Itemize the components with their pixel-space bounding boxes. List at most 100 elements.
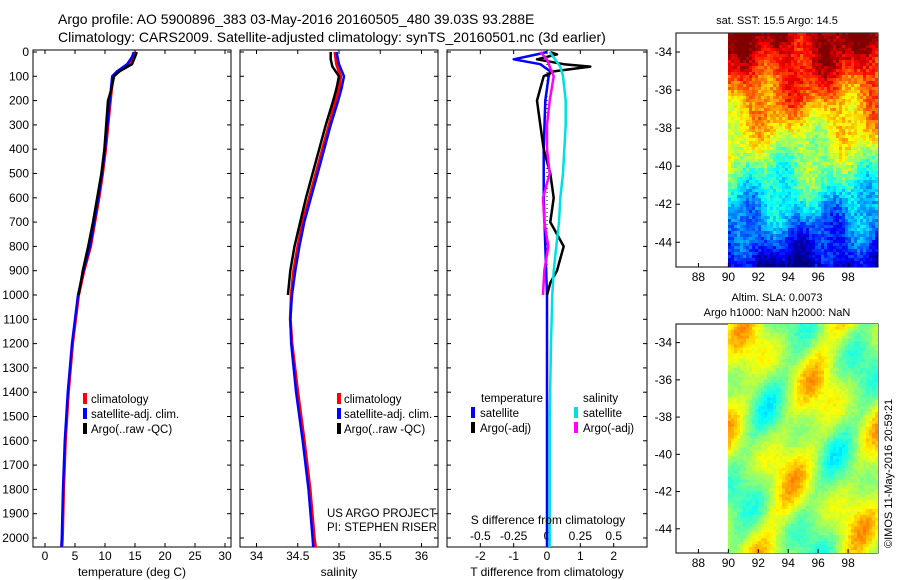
heatmap-cell: [770, 258, 774, 262]
heatmap-cell: [767, 183, 771, 187]
heatmap-cell: [830, 186, 834, 190]
heatmap-cell: [764, 356, 768, 360]
heatmap-cell: [797, 335, 801, 340]
heatmap-cell: [824, 222, 828, 226]
heatmap-cell: [782, 350, 786, 354]
heatmap-cell: [794, 99, 798, 103]
heatmap-cell: [767, 72, 771, 76]
heatmap-cell: [794, 326, 798, 331]
heatmap-cell: [779, 350, 783, 354]
heatmap-cell: [788, 338, 792, 343]
heatmap-cell: [785, 192, 789, 196]
heatmap-cell: [812, 126, 816, 130]
heatmap-cell: [848, 51, 852, 55]
heatmap-cell: [749, 51, 753, 55]
heatmap-cell: [779, 48, 783, 52]
heatmap-cell: [818, 338, 822, 343]
heatmap-cell: [782, 228, 786, 232]
heatmap-cell: [854, 365, 858, 369]
heatmap-cell: [773, 189, 777, 193]
heatmap-cell: [731, 66, 735, 70]
heatmap-cell: [845, 69, 849, 73]
heatmap-cell: [863, 258, 867, 262]
heatmap-cell: [731, 159, 735, 163]
heatmap-cell: [785, 180, 789, 184]
x-tick-label: 5: [72, 549, 79, 563]
heatmap-cell: [770, 117, 774, 121]
heatmap-cell: [782, 51, 786, 55]
heatmap-cell: [836, 171, 840, 175]
heatmap-cell: [761, 153, 765, 157]
heatmap-cell: [749, 108, 753, 112]
heatmap-cell: [794, 96, 798, 100]
heatmap-cell: [764, 183, 768, 187]
heatmap-cell: [782, 81, 786, 85]
heatmap-cell: [872, 252, 876, 256]
heatmap-cell: [827, 81, 831, 85]
heatmap-cell: [785, 165, 789, 169]
heatmap-cell: [833, 177, 837, 181]
heatmap-cell: [806, 231, 810, 235]
heatmap-cell: [875, 177, 878, 181]
heatmap-cell: [761, 344, 765, 349]
heatmap-cell: [743, 39, 747, 43]
heatmap-cell: [872, 75, 876, 79]
heatmap-cell: [779, 81, 783, 85]
heatmap-cell: [773, 264, 777, 267]
heatmap-cell: [815, 261, 819, 265]
heatmap-cell: [809, 243, 813, 247]
heatmap-cell: [803, 183, 807, 187]
heatmap-cell: [803, 264, 807, 267]
heatmap-cell: [743, 126, 747, 130]
heatmap-cell: [821, 162, 825, 166]
heatmap-cell: [803, 234, 807, 238]
heatmap-cell: [866, 102, 870, 106]
heatmap-cell: [836, 102, 840, 106]
heatmap-cell: [863, 234, 867, 238]
heatmap-cell: [758, 338, 762, 343]
heatmap-cell: [851, 135, 855, 139]
heatmap-cell: [836, 344, 840, 349]
heatmap-cell: [746, 177, 750, 181]
heatmap-cell: [866, 90, 870, 94]
heatmap-cell: [758, 78, 762, 82]
heatmap-cell: [788, 84, 792, 88]
heatmap-cell: [779, 180, 783, 184]
heatmap-cell: [746, 347, 750, 352]
heatmap-cell: [872, 329, 876, 334]
heatmap-cell: [773, 324, 777, 328]
heatmap-cell: [836, 123, 840, 127]
heatmap-cell: [872, 324, 876, 328]
heatmap-cell: [821, 33, 825, 37]
heatmap-cell: [743, 156, 747, 160]
heatmap-cell: [827, 344, 831, 349]
heatmap-cell: [767, 90, 771, 94]
heatmap-cell: [761, 159, 765, 163]
heatmap-cell: [875, 252, 878, 256]
heatmap-cell: [845, 243, 849, 247]
heatmap-cell: [794, 93, 798, 97]
heatmap-cell: [860, 347, 864, 352]
heatmap-cell: [836, 36, 840, 40]
heatmap-cell: [743, 353, 747, 357]
heatmap-cell: [734, 237, 738, 241]
heatmap-cell: [803, 96, 807, 100]
heatmap-cell: [800, 36, 804, 40]
heatmap-cell: [746, 255, 750, 259]
heatmap-cell: [767, 57, 771, 61]
heatmap-cell: [848, 201, 852, 205]
heatmap-cell: [749, 81, 753, 85]
heatmap-cell: [755, 329, 759, 334]
heatmap-cell: [854, 225, 858, 229]
heatmap-cell: [770, 347, 774, 352]
heatmap-cell: [785, 105, 789, 109]
heatmap-cell: [749, 338, 753, 343]
heatmap-cell: [758, 102, 762, 106]
heatmap-cell: [815, 102, 819, 106]
heatmap-cell: [734, 57, 738, 61]
heatmap-cell: [872, 36, 876, 40]
heatmap-cell: [797, 353, 801, 357]
heatmap-cell: [785, 45, 789, 49]
heatmap-cell: [809, 264, 813, 267]
heatmap-cell: [731, 45, 735, 49]
